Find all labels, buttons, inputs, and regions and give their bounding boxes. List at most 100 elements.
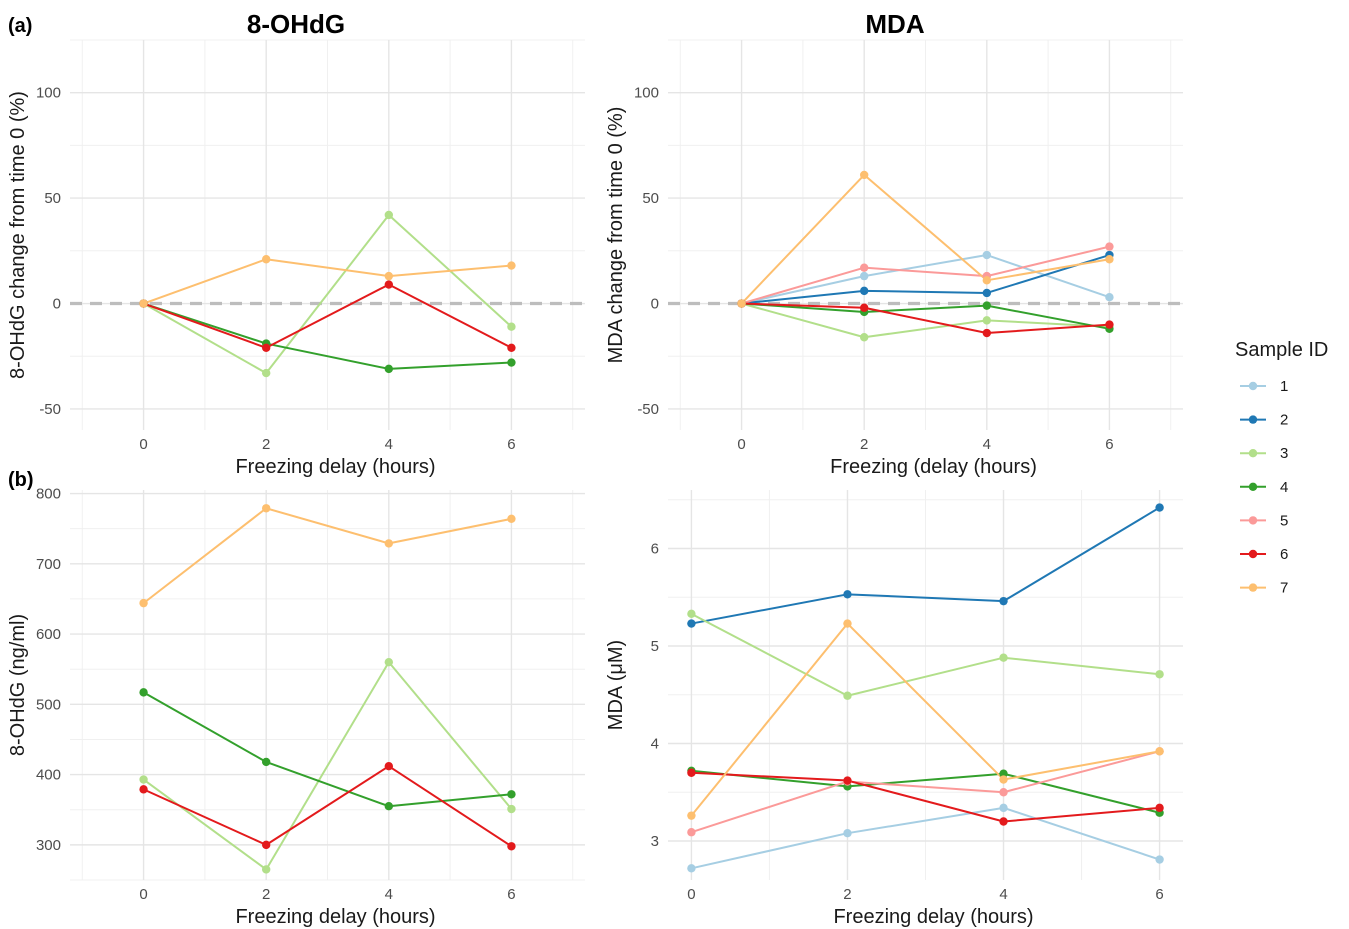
legend-key-point (1248, 381, 1258, 391)
chart-panel-mda-change: -50 0 50 100 0 2 4 6 MDA Freezing (delay (hours) M… (605, 9, 1183, 478)
chart-3-series-line-2 (691, 506, 1161, 625)
chart-1-y-tick-label: -50 (637, 401, 659, 418)
chart-3-point-2 (999, 596, 1008, 606)
chart-0-point-4 (507, 358, 516, 367)
chart-1-series-line-2 (741, 254, 1110, 305)
legend-key-point (1248, 415, 1258, 424)
chart-2-point-3 (384, 657, 394, 667)
legend-key-point (1248, 583, 1258, 592)
chart-3-point-1 (843, 829, 852, 838)
chart-3-point-3 (843, 691, 852, 700)
chart-0-point-6 (261, 343, 271, 352)
chart-3-point-4 (999, 769, 1008, 778)
chart-2-y-tick-label: 400 (36, 767, 61, 784)
chart-1-point-6 (982, 328, 992, 338)
chart-0-point-7 (261, 255, 271, 264)
chart-0-point-7 (384, 271, 394, 281)
chart-1-x-tick-label: 6 (1105, 436, 1113, 453)
chart-0-point-3 (507, 322, 516, 331)
chart-3-point-2 (843, 590, 852, 599)
legend-title: Sample ID (1235, 339, 1328, 361)
legend-label: 3 (1280, 445, 1288, 462)
chart-3-point-1 (999, 803, 1008, 813)
chart-3-point-7 (843, 619, 852, 628)
chart-3-point-1 (1155, 855, 1164, 864)
chart-0-point-4 (384, 364, 394, 374)
chart-2-point-3 (261, 865, 271, 874)
chart-1-point-5 (859, 263, 869, 272)
chart-1-y-axis-title: MDA change from time 0 (%) (605, 107, 627, 364)
legend: Sample ID 1 2 3 4 5 6 7 (1235, 339, 1328, 597)
legend-item-4: 4 (1240, 479, 1288, 496)
chart-1-series-line-7 (740, 173, 1110, 305)
chart-1-point-7 (982, 276, 992, 285)
chart-1-point-7 (737, 299, 746, 308)
chart-3-point-7 (687, 811, 696, 820)
chart-2-y-tick-label: 300 (36, 837, 61, 854)
chart-0-y-tick-label: -50 (39, 401, 61, 418)
chart-3-series-line-7 (690, 622, 1160, 817)
chart-2-y-tick-label: 800 (36, 486, 61, 503)
panel-tag-b: (b) (8, 469, 34, 491)
chart-3-point-3 (687, 609, 696, 619)
chart-3-series-line-4 (691, 769, 1160, 814)
chart-1-point-1 (1105, 292, 1114, 302)
chart-1-point-6 (859, 303, 869, 312)
chart-2-x-tick-label: 2 (262, 886, 270, 903)
chart-2-y-tick-label: 600 (36, 626, 61, 643)
chart-2-x-tick-label: 4 (385, 886, 393, 903)
chart-2-point-7 (507, 514, 516, 524)
chart-2-point-4 (507, 790, 516, 799)
chart-0-point-7 (507, 261, 516, 270)
chart-0-point-6 (507, 343, 516, 352)
chart-3-point-1 (687, 864, 696, 873)
legend-label: 7 (1280, 580, 1288, 597)
chart-0-point-6 (384, 280, 394, 289)
chart-1-point-5 (1105, 242, 1114, 251)
legend-item-3: 3 (1240, 445, 1288, 462)
chart-3-x-tick-label: 0 (687, 886, 695, 903)
chart-1-point-1 (982, 250, 992, 260)
chart-0-point-3 (384, 210, 394, 220)
chart-2-y-axis-title: 8-OHdG (ng/ml) (7, 614, 29, 756)
chart-0-title: 8-OHdG (247, 9, 345, 39)
chart-3-point-5 (687, 828, 696, 837)
chart-3-point-6 (843, 776, 852, 785)
chart-3-x-tick-label: 6 (1155, 886, 1163, 903)
chart-panel-8ohdg-concentration: 300 400 500 600 700 800 0 2 4 6 Freezing delay (ho… (7, 486, 585, 928)
chart-1-x-tick-label: 0 (737, 436, 745, 453)
chart-3-series-line-6 (691, 771, 1160, 823)
chart-2-x-axis-title: Freezing delay (hours) (235, 906, 435, 928)
chart-0-x-tick-label: 6 (507, 436, 515, 453)
chart-2-y-tick-label: 700 (36, 556, 61, 573)
chart-1-x-axis-title: Freezing (delay (hours) (830, 456, 1037, 478)
chart-1-series-line-3 (741, 302, 1110, 339)
chart-0-series-line-7 (143, 258, 512, 305)
chart-0-y-tick-label: 100 (36, 85, 61, 102)
chart-3-y-tick-label: 3 (651, 833, 659, 850)
chart-1-series-line-4 (741, 302, 1110, 330)
legend-key-point (1248, 449, 1258, 458)
legend-label: 2 (1280, 412, 1288, 429)
chart-3-point-6 (687, 768, 696, 777)
legend-key-point (1248, 516, 1258, 525)
chart-0-point-7 (139, 299, 148, 308)
chart-2-point-6 (507, 842, 516, 851)
chart-3-x-axis-title: Freezing delay (hours) (833, 906, 1033, 928)
legend-key-point (1248, 549, 1258, 559)
chart-0-point-3 (261, 368, 271, 378)
chart-2-point-7 (261, 504, 271, 513)
chart-0-x-tick-label: 2 (262, 436, 270, 453)
legend-item-2: 2 (1240, 412, 1288, 429)
chart-1-point-3 (982, 316, 992, 325)
chart-1-y-tick-label: 0 (651, 296, 659, 313)
chart-2-point-6 (261, 840, 271, 850)
chart-1-point-2 (982, 288, 992, 298)
chart-0-series-line-4 (143, 302, 512, 370)
chart-2-point-3 (139, 775, 148, 784)
legend-label: 4 (1280, 479, 1288, 496)
legend-item-5: 5 (1240, 512, 1288, 529)
chart-3-y-tick-label: 6 (651, 541, 659, 558)
chart-3-series-line-5 (691, 750, 1160, 834)
chart-1-y-tick-label: 100 (634, 85, 659, 102)
